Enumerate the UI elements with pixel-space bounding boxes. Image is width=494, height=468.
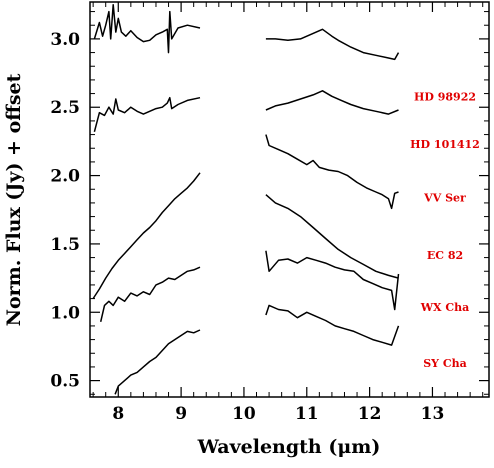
y-tick-label: 1.5 bbox=[50, 235, 80, 255]
spectrum-line bbox=[99, 266, 201, 322]
spectrum-line bbox=[265, 304, 400, 346]
y-tick-label: 3.0 bbox=[50, 30, 80, 50]
x-tick-label: 13 bbox=[421, 404, 445, 424]
spectrum-line bbox=[93, 3, 201, 54]
spectrum-line bbox=[93, 96, 201, 132]
series-label: WX Cha bbox=[420, 301, 470, 314]
spectrum-line bbox=[265, 250, 400, 311]
spectrum-line bbox=[114, 329, 201, 395]
x-tick-label: 8 bbox=[112, 404, 124, 424]
series-ec-82 bbox=[92, 172, 399, 300]
x-axis-label: Wavelength (μm) bbox=[197, 436, 381, 458]
series-vv-ser bbox=[265, 134, 399, 210]
series-wx-cha bbox=[99, 250, 400, 322]
plot-frame bbox=[89, 1, 490, 398]
spectrum-line bbox=[265, 28, 400, 61]
spectra bbox=[92, 3, 400, 395]
spectrum-line bbox=[265, 90, 399, 115]
y-tick-label: 1.0 bbox=[50, 303, 80, 323]
series-hd-101412 bbox=[93, 90, 399, 132]
x-tick-label: 12 bbox=[358, 404, 382, 424]
y-tick-label: 2.5 bbox=[50, 98, 80, 118]
series-label: SY Cha bbox=[423, 357, 467, 370]
spectrum-line bbox=[92, 172, 201, 300]
series-label: EC 82 bbox=[427, 249, 463, 262]
y-tick-label: 2.0 bbox=[50, 167, 80, 187]
x-tick-labels: 8 9 10 11 12 13 bbox=[112, 404, 444, 424]
series-sy-cha bbox=[114, 304, 400, 395]
spectrum-line bbox=[265, 134, 399, 210]
series-label: HD 101412 bbox=[410, 138, 480, 151]
x-tick-label: 9 bbox=[175, 404, 187, 424]
x-tick-label: 10 bbox=[232, 404, 256, 424]
spectrum-line bbox=[265, 194, 399, 279]
series-labels: HD 98922 HD 101412 VV Ser EC 82 WX Cha SY Cha bbox=[410, 90, 480, 370]
series-hd-98922 bbox=[93, 3, 400, 61]
series-label: VV Ser bbox=[423, 191, 466, 204]
y-axis-label: Norm. Flux (Jy) + offset bbox=[3, 73, 25, 326]
y-tick-label: 0.5 bbox=[50, 372, 80, 392]
x-tick-label: 11 bbox=[295, 404, 319, 424]
y-tick-labels: 0.5 1.0 1.5 2.0 2.5 3.0 bbox=[50, 30, 80, 392]
series-label: HD 98922 bbox=[414, 90, 476, 103]
